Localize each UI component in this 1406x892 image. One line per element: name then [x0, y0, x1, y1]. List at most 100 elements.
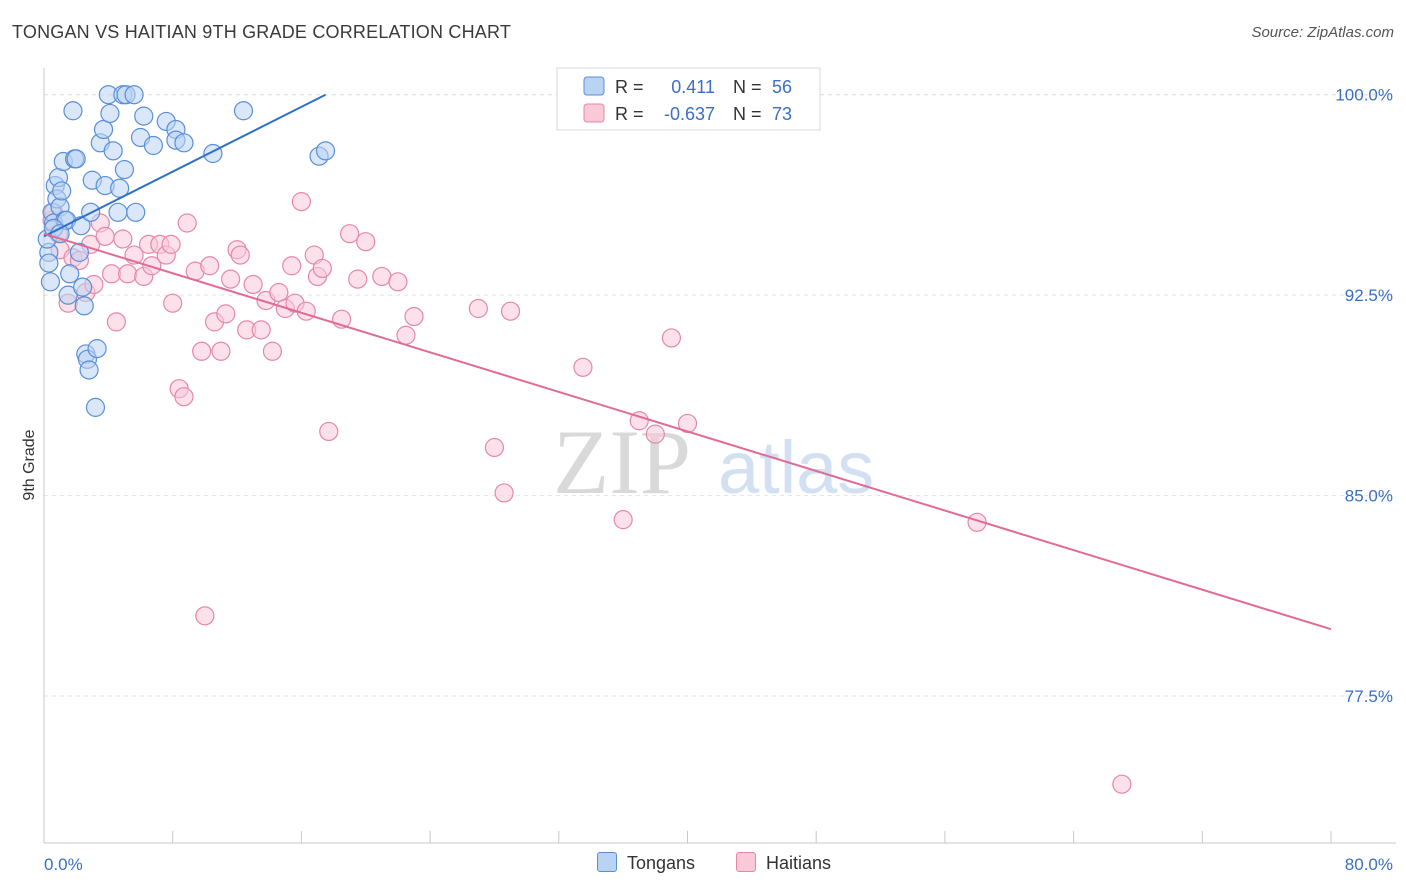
chart-title: TONGAN VS HAITIAN 9TH GRADE CORRELATION …	[12, 22, 512, 42]
tongan-point	[52, 181, 72, 201]
tongans-trend-line	[43, 93, 326, 238]
haitian-point	[468, 298, 488, 319]
haitian-point	[573, 357, 593, 377]
watermark-atlas: atlas	[718, 426, 874, 509]
tongan-point	[79, 360, 99, 380]
tongans-label: Tongans	[627, 853, 696, 873]
haitian-point	[404, 306, 424, 327]
haitian-point	[661, 328, 682, 348]
haitian-point	[200, 256, 220, 276]
source-label: Source: ZipAtlas.com	[1251, 24, 1394, 41]
x-tick-label-min: 0.0%	[44, 855, 83, 874]
haitian-point	[1112, 774, 1132, 794]
haitians-r-label: R =	[615, 104, 644, 124]
haitian-point	[216, 304, 236, 324]
tongan-point	[58, 285, 78, 305]
legend-item-tongans[interactable]: Tongans	[597, 852, 695, 874]
haitians-label: Haitians	[766, 853, 832, 873]
tongan-point	[66, 149, 86, 169]
y-axis-title: 9th Grade	[21, 429, 38, 500]
y-tick-label: 77.5%	[1345, 687, 1393, 706]
haitian-point	[645, 424, 665, 444]
watermark-zip: ZIP	[553, 411, 691, 513]
tongan-point	[114, 159, 135, 180]
tongan-point	[73, 277, 93, 297]
y-tick-label: 92.5%	[1345, 286, 1393, 305]
haitians-legend-swatch	[583, 103, 605, 123]
haitian-point	[296, 301, 316, 321]
tongan-point	[124, 85, 144, 105]
tongan-point	[134, 106, 154, 126]
haitian-point	[312, 258, 332, 279]
haitian-point	[356, 232, 376, 252]
haitian-point	[161, 234, 181, 254]
haitian-point	[319, 421, 339, 442]
haitian-point	[494, 483, 514, 503]
stats-legend: R = 0.411 N = 56 R = -0.637 N = 73	[556, 67, 821, 131]
tongans-points	[37, 85, 336, 417]
haitian-point	[340, 224, 360, 244]
tongans-swatch	[597, 852, 617, 872]
tongan-point	[40, 272, 61, 292]
haitian-point	[106, 312, 126, 332]
tongan-point	[143, 135, 163, 156]
haitian-point	[282, 256, 302, 276]
haitians-n-label: N =	[733, 104, 762, 124]
tongan-point	[60, 264, 80, 284]
haitian-point	[396, 325, 416, 345]
haitian-point	[262, 341, 283, 361]
haitian-point	[174, 387, 194, 407]
haitian-point	[177, 213, 197, 233]
tongan-point	[315, 141, 336, 161]
gridlines	[44, 94, 1396, 697]
haitian-point	[243, 274, 263, 295]
haitian-point	[195, 606, 215, 626]
haitian-point	[372, 266, 392, 287]
trend-lines	[43, 93, 1332, 631]
haitians-r-value: -0.637	[664, 104, 715, 124]
tongans-n-label: N =	[733, 77, 762, 97]
tongans-legend-swatch	[583, 76, 605, 96]
haitian-point	[484, 437, 505, 458]
haitian-point	[142, 256, 162, 276]
haitians-trend-line	[43, 232, 1332, 631]
x-tick-label-max: 80.0%	[1345, 855, 1393, 874]
tongan-point	[63, 101, 83, 121]
tongan-point	[74, 296, 94, 316]
haitian-point	[221, 269, 241, 289]
haitian-point	[101, 264, 122, 284]
haitian-point	[95, 226, 115, 246]
tongan-point	[93, 119, 114, 140]
x-ticks	[43, 831, 1332, 843]
y-tick-labels: 77.5% 85.0% 92.5% 100.0%	[1335, 86, 1393, 706]
tongans-r-label: R =	[615, 77, 644, 97]
tongan-point	[103, 141, 123, 161]
haitians-n-value: 73	[772, 104, 792, 124]
tongan-point	[87, 339, 107, 359]
haitian-point	[388, 272, 408, 292]
tongan-point	[108, 202, 128, 222]
haitian-point	[251, 320, 271, 340]
tongan-point	[69, 242, 89, 262]
watermark: ZIP atlas	[553, 411, 874, 513]
tongan-point	[100, 103, 120, 124]
haitian-point	[291, 192, 311, 212]
haitians-swatch	[736, 852, 756, 872]
haitian-point	[613, 510, 633, 530]
legend-item-haitians[interactable]: Haitians	[736, 852, 831, 874]
y-tick-label: 100.0%	[1335, 86, 1393, 105]
tongan-point	[233, 101, 254, 121]
haitian-point	[230, 245, 250, 265]
haitian-point	[269, 282, 289, 303]
tongans-n-value: 56	[772, 77, 792, 97]
haitian-point	[211, 341, 231, 361]
haitian-point	[118, 264, 138, 284]
y-tick-label: 85.0%	[1345, 487, 1393, 506]
haitian-point	[163, 293, 183, 313]
tongan-point	[39, 253, 59, 273]
tongan-point	[85, 397, 106, 417]
tongan-point	[126, 202, 146, 222]
haitian-point	[348, 269, 368, 289]
tongan-point	[174, 133, 194, 153]
